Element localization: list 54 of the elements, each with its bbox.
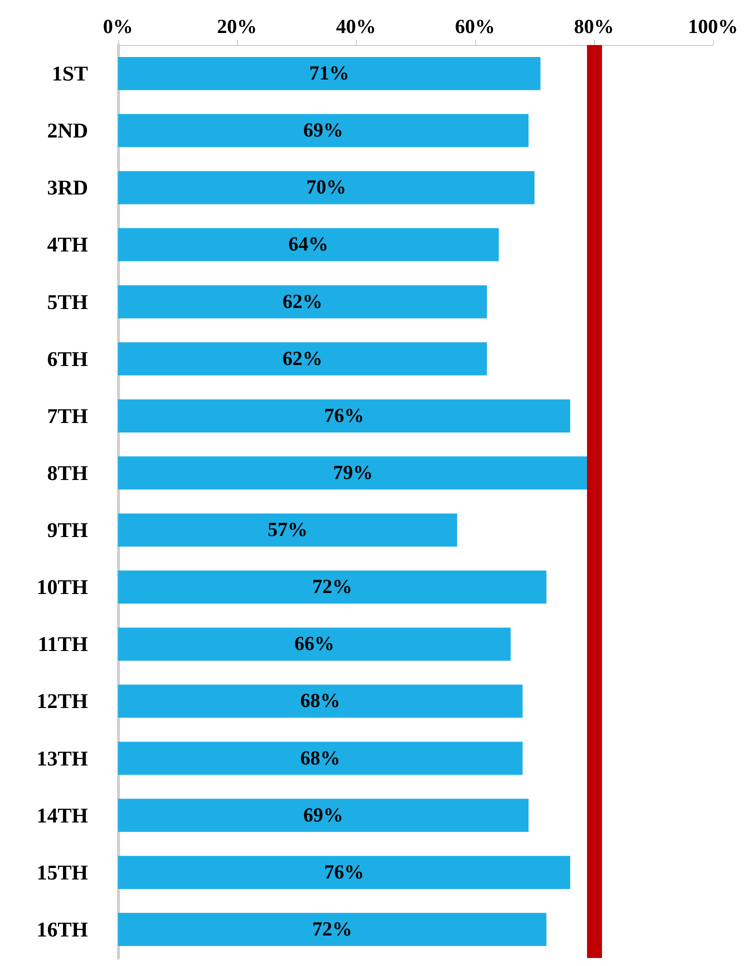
bar (118, 798, 529, 832)
bar (118, 742, 523, 775)
x-tick-label: 60% (455, 16, 495, 38)
bar (118, 114, 529, 148)
data-label: 69% (303, 120, 344, 142)
y-tick-label: 5TH (47, 290, 88, 314)
data-label: 57% (268, 519, 308, 542)
x-tick-label: 100% (688, 16, 738, 38)
y-tick-label: 8TH (47, 460, 88, 485)
y-tick-label: 15TH (36, 860, 88, 884)
bar (118, 570, 546, 604)
y-tick-label: 4TH (47, 232, 88, 257)
y-tick-label: 12TH (36, 689, 88, 714)
data-label: 69% (303, 804, 344, 826)
y-tick-label: 11TH (38, 632, 88, 656)
bar (118, 912, 546, 946)
data-label: 68% (300, 747, 340, 770)
bar (118, 171, 534, 204)
data-label: 70% (306, 176, 346, 199)
data-label: 79% (333, 462, 374, 484)
data-label: 64% (288, 234, 328, 256)
data-label: 72% (312, 576, 352, 598)
bar (118, 399, 570, 432)
bar (118, 456, 588, 490)
data-label: 72% (312, 918, 352, 940)
data-label: 68% (300, 690, 340, 712)
y-tick-label: 3RD (47, 176, 88, 200)
bar (118, 342, 487, 376)
bar (118, 56, 540, 90)
x-tick-label: 80% (574, 16, 614, 38)
data-label: 62% (282, 348, 322, 370)
bar (118, 684, 523, 718)
bar (118, 513, 458, 547)
data-label: 66% (294, 633, 334, 656)
data-label: 76% (324, 861, 364, 884)
x-tick-label: 20% (217, 16, 257, 38)
y-tick-label: 10TH (36, 575, 88, 600)
y-tick-label: 1ST (52, 62, 88, 86)
y-tick-label: 14TH (36, 803, 88, 828)
y-tick-label: 9TH (47, 518, 88, 542)
x-tick-label: 0% (103, 16, 133, 38)
y-tick-label: 16TH (36, 917, 88, 942)
y-tick-label: 7TH (47, 404, 88, 428)
x-tick-label: 40% (336, 16, 376, 38)
data-label: 76% (324, 404, 364, 427)
data-label: 71% (309, 62, 350, 85)
data-label: 62% (282, 290, 322, 313)
bar (118, 285, 487, 318)
bar (118, 228, 499, 262)
y-tick-label: 2ND (47, 118, 88, 143)
bar (118, 628, 511, 661)
y-tick-label: 13TH (36, 746, 88, 770)
y-tick-label: 6TH (47, 346, 88, 371)
bar (118, 856, 570, 889)
